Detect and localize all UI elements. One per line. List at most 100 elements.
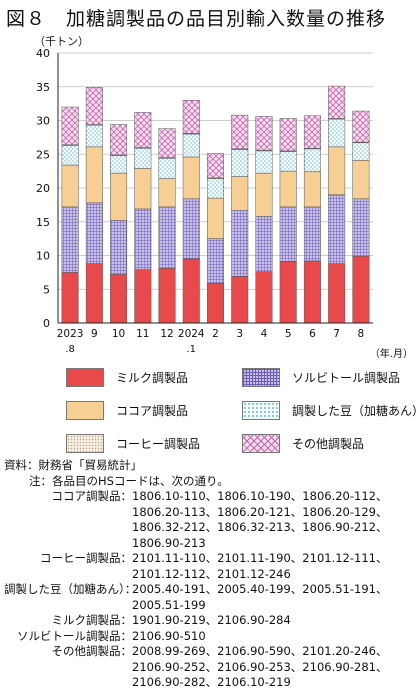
legend-swatch: [66, 434, 104, 453]
y-tick-label: 35: [36, 81, 50, 94]
x-tick-label: 8: [358, 328, 365, 340]
y-axis-unit: （千トン）: [34, 35, 89, 48]
x-tick-label: 6: [309, 328, 316, 340]
bar-segment-cocoa: [134, 168, 152, 210]
y-tick-label: 40: [36, 47, 50, 60]
hs-code-label: その他調製品：: [51, 644, 133, 658]
bar-segment-milk: [207, 282, 224, 324]
bar-segment-beans: [328, 118, 346, 148]
bar-segment-cocoa: [110, 172, 128, 221]
bar-segment-beans: [352, 142, 370, 161]
bar-segment-milk: [255, 271, 273, 324]
bar-segment-milk: [303, 260, 321, 324]
bar-segment-cocoa: [303, 171, 321, 208]
note-text: 各品目のHSコードは、次の通り。: [52, 473, 229, 488]
source-label: 資料：: [4, 458, 39, 472]
bar-segment-beans: [110, 155, 128, 174]
y-tick-label: 10: [36, 250, 50, 263]
bar-segment-sorbitol: [303, 206, 321, 262]
bar-segment-other: [110, 124, 128, 156]
hs-code-row: その他調製品： 2008.99-269、2106.90-590、2101.20-2…: [4, 644, 418, 691]
hs-code-list: 2008.99-269、2106.90-590、2101.20-246、2106…: [132, 644, 388, 689]
x-tick-label: 2: [212, 328, 219, 340]
x-tick-label: 12: [160, 328, 173, 340]
hs-code-label: ソルビトール調製品：: [17, 628, 132, 643]
hs-code-row: 調製した豆（加糖あん）： 2005.40-191、2005.40-199、2005…: [4, 582, 418, 613]
hs-code-row: ココア調製品： 1806.10-110、1806.10-190、1806.20-1…: [4, 489, 418, 551]
bar-segment-cocoa: [182, 156, 200, 200]
bar-segment-other: [303, 115, 321, 149]
bar-segment-milk: [328, 263, 346, 324]
bar-segment-other: [279, 118, 297, 152]
legend-label: ミルク調製品: [116, 371, 189, 385]
bar-segment-sorbitol: [352, 198, 370, 257]
bar-segment-cocoa: [207, 197, 224, 239]
bar-segment-beans: [231, 149, 249, 177]
bar-segment-other: [182, 100, 200, 134]
x-tick-label: 5: [285, 328, 292, 340]
x-tick-label: 11: [136, 328, 149, 340]
bar-segment-other: [255, 116, 273, 151]
legend-label: ココア調製品: [116, 404, 189, 418]
bar-segment-sorbitol: [328, 194, 346, 264]
x-tick-sublabel: .1: [186, 344, 196, 355]
legend-swatch: [242, 401, 280, 420]
hs-code-list: 1806.10-110、1806.10-190、1806.20-112、1806…: [132, 489, 388, 550]
bar-segment-sorbitol: [207, 238, 224, 284]
bar-segment-cocoa: [85, 146, 103, 204]
bar-segment-cocoa: [255, 172, 273, 217]
legend-label: コーヒー調製品: [116, 437, 201, 451]
bar-segment-sorbitol: [134, 208, 152, 270]
legend-swatch: [66, 368, 104, 387]
bar-segment-beans: [255, 150, 273, 174]
legend-swatch: [242, 368, 280, 387]
bar-segment-other: [134, 112, 152, 148]
bar-segment-other: [207, 153, 224, 179]
hs-code-row: ソルビトール調製品： 2106.90-510: [4, 629, 418, 645]
x-tick-label: 10: [112, 328, 125, 340]
bar-segment-beans: [61, 145, 79, 166]
bar-segment-milk: [231, 276, 249, 324]
legend-swatch: [242, 434, 280, 453]
bar-segment-sorbitol: [182, 198, 200, 260]
stacked-bar-chart: 0 5 10 15 20 25 30 35 40 2023 .8 9 10 11 12 2024 .1 2 3 4 5 6…: [36, 47, 413, 360]
legend-item-coffee: コーヒー調製品: [66, 434, 200, 453]
y-tick-label: 5: [43, 283, 50, 296]
x-tick-label: 2024: [178, 328, 205, 340]
bar-segment-beans: [182, 133, 200, 158]
bar-segment-other: [61, 106, 79, 146]
legend-item-milk: ミルク調製品: [66, 368, 188, 387]
chart-title: 図８ 加糖調製品の品目別輸入数量の推移: [6, 8, 387, 30]
bar-segment-milk: [182, 258, 200, 324]
bar-segment-beans: [207, 178, 224, 199]
bar-segment-cocoa: [352, 160, 370, 200]
hs-code-list: 1901.90-219、2106.90-284: [132, 613, 291, 627]
hs-code-list: 2106.90-510: [132, 628, 206, 643]
y-tick-label: 0: [43, 317, 50, 330]
source-text: 財務省「貿易統計」: [38, 458, 143, 472]
bar-segment-cocoa: [328, 146, 346, 195]
bar-segment-other: [231, 114, 249, 150]
hs-code-label: ココア調製品：: [51, 489, 133, 503]
legend-label: 調製した豆（加糖あん）: [292, 404, 420, 418]
hs-code-label: コーヒー調製品：: [40, 551, 132, 565]
bar-segment-cocoa: [231, 176, 249, 211]
bar-segment-cocoa: [279, 170, 297, 208]
hs-code-list: 2101.11-110、2101.11-190、2101.12-111、2101…: [132, 551, 388, 581]
bar-segment-sorbitol: [158, 206, 176, 269]
legend: ミルク調製品 ソルビトール調製品 ココア調製品 調製した豆（加糖あん） コーヒー調製品 そ…: [52, 362, 420, 462]
bar-segment-milk: [352, 255, 370, 324]
bar-segment-beans: [134, 147, 152, 169]
hs-code-label: 調製した豆（加糖あん）：: [4, 582, 137, 596]
legend-item-other: その他調製品: [242, 434, 364, 453]
bar-segment-milk: [158, 268, 176, 324]
y-tick-label: 30: [36, 115, 50, 128]
hs-code-row: コーヒー調製品： 2101.11-110、2101.11-190、2101.12-…: [4, 551, 418, 582]
bar-segment-cocoa: [158, 178, 176, 208]
hs-code-label: ミルク調製品：: [51, 613, 133, 627]
bar-segment-sorbitol: [231, 210, 249, 277]
x-tick-label: 7: [333, 328, 340, 340]
x-tick-label: 2023: [57, 328, 84, 340]
bar-segment-sorbitol: [110, 220, 128, 275]
hs-code-list: 2005.40-191、2005.40-199、2005.51-191、2005…: [132, 582, 388, 612]
